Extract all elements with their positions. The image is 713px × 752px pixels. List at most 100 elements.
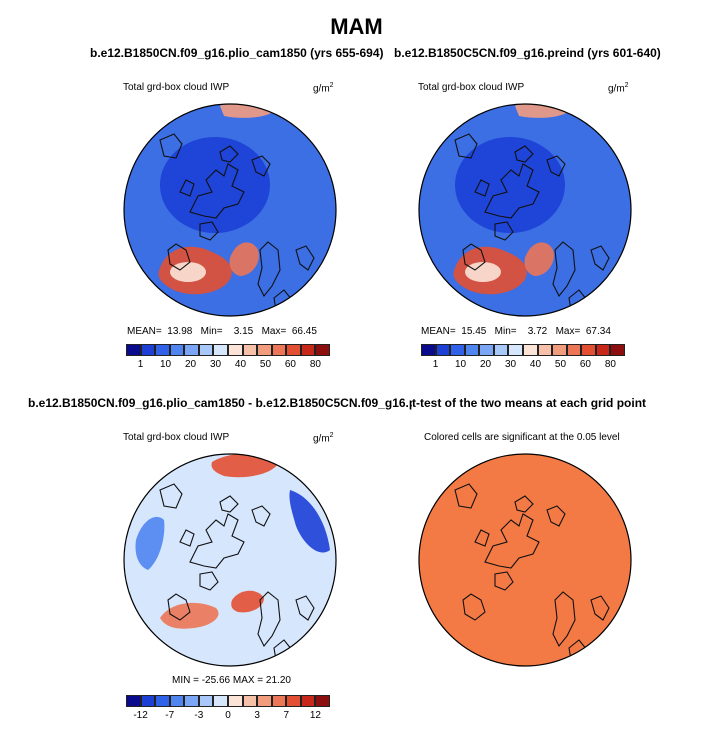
colorbar-swatch (566, 344, 582, 356)
colorbar-swatch (198, 344, 214, 356)
colorbar-tick-label: 3 (254, 710, 260, 721)
colorbar-tick-label: 30 (504, 359, 517, 370)
colorbar-swatch (595, 344, 611, 356)
coastline (552, 591, 576, 648)
map-border (123, 453, 337, 667)
coastline (179, 179, 195, 197)
colorbar-tick-label: 60 (579, 359, 591, 370)
colorbar-swatch (315, 344, 330, 356)
colorbar-tick-label: -7 (165, 710, 175, 721)
colorbar-tick-label: -12 (133, 710, 148, 721)
coastline (590, 245, 610, 271)
colorbar-swatch (508, 344, 523, 356)
colorbar-tick-label: 80 (309, 359, 321, 370)
colorbar-swatch (213, 695, 228, 707)
colorbar-swatch (140, 344, 156, 356)
colorbar-tick-label: -3 (194, 710, 204, 721)
colorbar-swatch (286, 344, 301, 356)
colorbar-swatch (537, 344, 553, 356)
colorbar-swatch (155, 695, 170, 707)
coastline (514, 495, 534, 513)
coastline (546, 505, 566, 527)
norwegian-sea-positive (231, 590, 264, 613)
coastline (167, 593, 191, 621)
map-base-field (419, 454, 631, 666)
colorbar-tick-label: 1 (137, 359, 144, 370)
colorbar-swatch (228, 344, 243, 356)
coastline (484, 163, 540, 219)
colorbar-panel2-labels: 1 10 20 30 40 50 60 80 (421, 359, 625, 373)
coastline (295, 595, 315, 621)
colorbar-swatch (271, 344, 287, 356)
colorbar-swatch (552, 344, 567, 356)
colorbar-tick-label: 40 (529, 359, 542, 370)
coastline (189, 513, 245, 569)
colorbar-swatch (581, 344, 596, 356)
colorbar-swatch (257, 695, 272, 707)
colorbar-tick-label: 20 (479, 359, 492, 370)
colorbar-swatch (169, 695, 185, 707)
panel1-units: g/m2 (313, 82, 334, 95)
colorbar-tick-label: 80 (604, 359, 616, 370)
map-field (419, 454, 631, 666)
map-panel4 (418, 453, 632, 667)
map-panel2 (418, 103, 632, 317)
colorbar-swatch (126, 695, 141, 707)
colorbar-swatch (184, 344, 199, 356)
map-panel3 (123, 453, 337, 667)
coastline (219, 495, 239, 513)
colorbar-swatch (126, 344, 141, 356)
colorbar-tick-label: 10 (159, 359, 172, 370)
colorbar-swatch (169, 344, 185, 356)
colorbar-tick-label: 10 (454, 359, 467, 370)
main-title: MAM (330, 14, 383, 39)
colorbar-panel3-labels: -12 -7 -3 0 3 7 12 (126, 710, 330, 724)
colorbar-tick-label: 12 (309, 710, 321, 721)
colorbar-swatch (493, 344, 509, 356)
colorbar-tick-label: 60 (284, 359, 296, 370)
colorbar-swatch (450, 344, 465, 356)
coastline (251, 155, 271, 177)
colorbar-swatch (228, 695, 243, 707)
map-base-field (124, 454, 336, 666)
colorbar-swatch (213, 344, 228, 356)
coastline (159, 483, 183, 509)
colorbar-panel1-labels: 1 10 20 30 40 50 60 80 (126, 359, 330, 373)
colorbar-swatch (242, 695, 258, 707)
coastline (179, 529, 195, 547)
map-border (418, 453, 632, 667)
panel2-header: b.e12.B1850C5CN.f09_g16.preind (yrs 601-… (394, 46, 661, 60)
north-atlantic-max-core (170, 262, 206, 282)
coastline (546, 155, 566, 177)
panel3-header: b.e12.B1850CN.f09_g16.plio_cam1850 - b.e… (28, 396, 446, 410)
central-arctic-low (160, 137, 270, 233)
panel4-header: t-test of the two means at each grid poi… (412, 396, 647, 410)
colorbar-panel1 (126, 344, 330, 356)
colorbar-swatch (198, 695, 214, 707)
panel3-variable: Total grd-box cloud IWP (123, 432, 230, 443)
norwegian-sea-max (524, 242, 554, 276)
map-border (123, 103, 337, 317)
coastline (474, 529, 490, 547)
map-field (419, 104, 631, 316)
coastline (167, 243, 191, 271)
coastline (257, 591, 281, 648)
colorbar-tick-label: 40 (234, 359, 247, 370)
coastline (494, 221, 514, 241)
colorbar-swatch (421, 344, 436, 356)
coastline (257, 241, 281, 298)
coastline (462, 593, 486, 621)
colorbar-panel3 (126, 695, 330, 707)
colorbar-tick-label: 7 (283, 710, 290, 721)
north-atlantic-positive (160, 602, 219, 629)
coastline (219, 145, 239, 163)
colorbar-swatch (479, 344, 494, 356)
colorbar-swatch (435, 344, 451, 356)
colorbar-swatch (315, 695, 330, 707)
colorbar-swatch (523, 344, 538, 356)
colorbar-swatch (464, 344, 480, 356)
coastline (199, 571, 219, 591)
colorbar-swatch (271, 695, 287, 707)
colorbar-swatch (242, 344, 258, 356)
map-field (124, 454, 336, 666)
